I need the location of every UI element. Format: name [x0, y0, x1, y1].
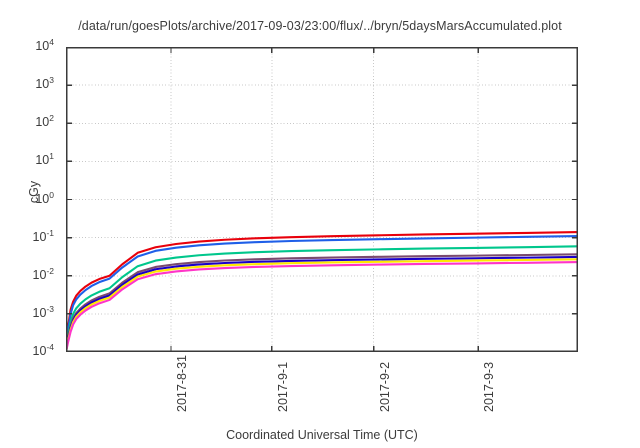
x-axis-label: Coordinated Universal Time (UTC)	[226, 428, 418, 442]
y-tick-label: 10-3	[32, 303, 54, 320]
plot-canvas	[66, 47, 578, 352]
page-title: /data/run/goesPlots/archive/2017-09-03/2…	[78, 19, 562, 33]
y-tick-label: 10-2	[32, 265, 54, 282]
x-tick-label: 2017-8-31	[174, 355, 189, 412]
x-tick-label: 2017-9-3	[482, 361, 497, 412]
plot-area	[66, 47, 578, 352]
y-tick-label: 103	[35, 74, 54, 92]
y-tick-label: 10-4	[32, 341, 54, 358]
x-tick-label: 2017-9-1	[275, 361, 290, 412]
y-tick-label: 101	[35, 151, 54, 168]
y-tick-label: 102	[35, 113, 54, 130]
y-tick-label: 10-1	[32, 227, 54, 244]
y-axis-label: cGy	[27, 180, 41, 204]
y-tick-label: 104	[35, 36, 54, 53]
x-tick-label: 2017-9-2	[377, 361, 392, 412]
